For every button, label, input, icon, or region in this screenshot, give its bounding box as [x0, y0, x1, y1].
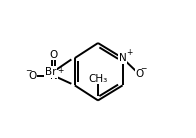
Text: −: − [140, 64, 147, 73]
Text: −: − [25, 66, 32, 75]
Text: CH₃: CH₃ [88, 74, 108, 84]
Text: +: + [57, 66, 64, 75]
Text: O: O [28, 71, 36, 81]
Text: O: O [136, 69, 144, 79]
Text: N: N [119, 53, 126, 63]
Text: Br: Br [45, 67, 57, 77]
Text: N: N [50, 71, 57, 81]
Text: +: + [126, 48, 133, 57]
Text: O: O [49, 50, 58, 60]
